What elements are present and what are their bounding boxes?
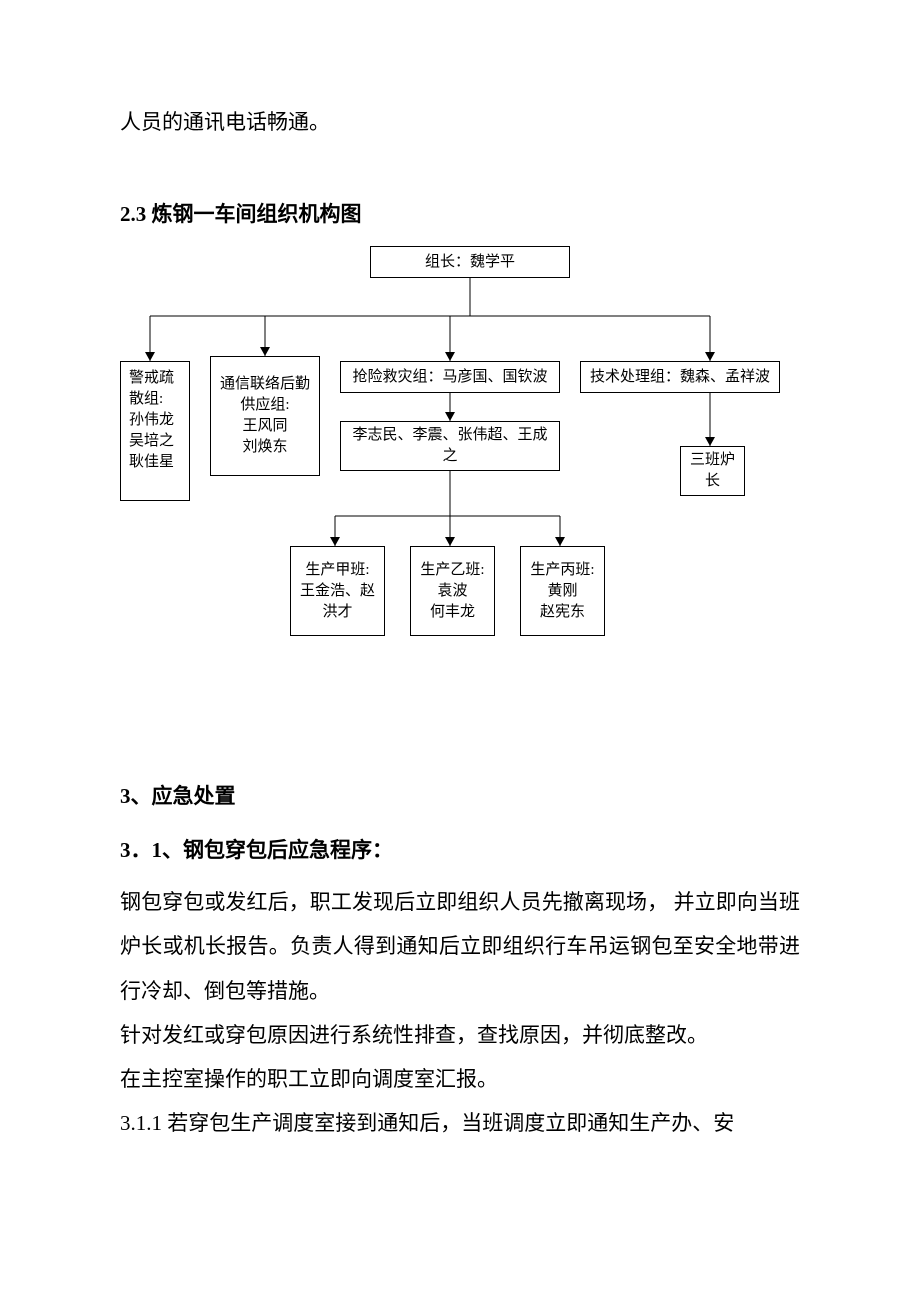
node-leader: 组长：魏学平 — [370, 246, 570, 278]
node-comm: 通信联络后勤 供应组: 王风同 刘焕东 — [210, 356, 320, 476]
body-p2: 针对发红或穿包原因进行系统性排查，查找原因，并彻底整改。 — [120, 1013, 800, 1057]
body-p1: 钢包穿包或发红后，职工发现后立即组织人员先撤离现场， 并立即向当班炉长或机长报告… — [120, 880, 800, 1012]
section-3-1-title: 3．1、钢包穿包后应急程序： — [120, 828, 800, 872]
org-chart: 组长：魏学平警戒疏 散组: 孙伟龙 吴培之 耿佳星通信联络后勤 供应组: 王风同… — [120, 246, 800, 726]
node-shift: 三班炉 长 — [680, 446, 745, 496]
node-classC: 生产丙班: 黄刚 赵宪东 — [520, 546, 605, 636]
node-rescue: 抢险救灾组：马彦国、国钦波 — [340, 361, 560, 393]
body-p3: 在主控室操作的职工立即向调度室汇报。 — [120, 1057, 800, 1101]
node-alert: 警戒疏 散组: 孙伟龙 吴培之 耿佳星 — [120, 361, 190, 501]
node-mid: 李志民、李震、张伟超、王成 之 — [340, 421, 560, 471]
body-p4: 3.1.1 若穿包生产调度室接到通知后，当班调度立即通知生产办、安 — [120, 1101, 800, 1145]
intro-line: 人员的通讯电话畅通。 — [120, 100, 800, 144]
node-classB: 生产乙班: 袁波 何丰龙 — [410, 546, 495, 636]
node-tech: 技术处理组：魏森、孟祥波 — [580, 361, 780, 393]
node-classA: 生产甲班: 王金浩、赵 洪才 — [290, 546, 385, 636]
section-2-3-title: 2.3 炼钢一车间组织机构图 — [120, 192, 800, 236]
section-3-title: 3、应急处置 — [120, 774, 800, 818]
